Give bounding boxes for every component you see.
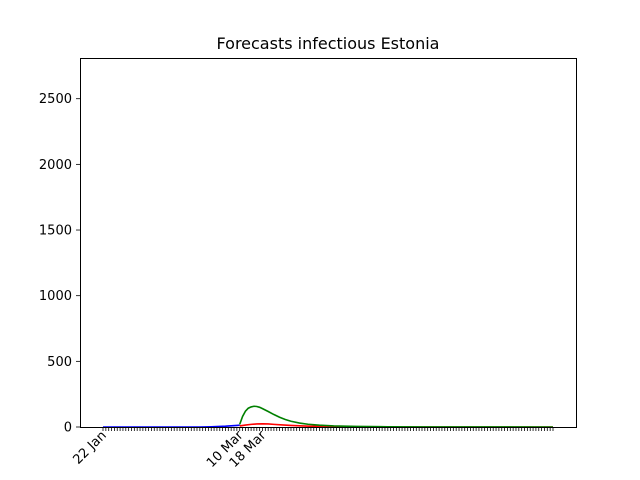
y-tick-label: 0 xyxy=(64,421,72,436)
y-tick-label: 2500 xyxy=(39,92,72,107)
plot-frame xyxy=(80,58,577,428)
y-axis: 0 500 1000 1500 2000 2500 xyxy=(39,92,80,436)
y-tick-label: 2000 xyxy=(39,158,72,173)
series-line-3 xyxy=(238,405,554,428)
y-tick-label: 500 xyxy=(47,355,72,370)
y-tick-label: 1500 xyxy=(39,224,72,239)
chart-title: Forecasts infectious Estonia xyxy=(217,34,440,53)
y-tick-label: 1000 xyxy=(39,289,72,304)
